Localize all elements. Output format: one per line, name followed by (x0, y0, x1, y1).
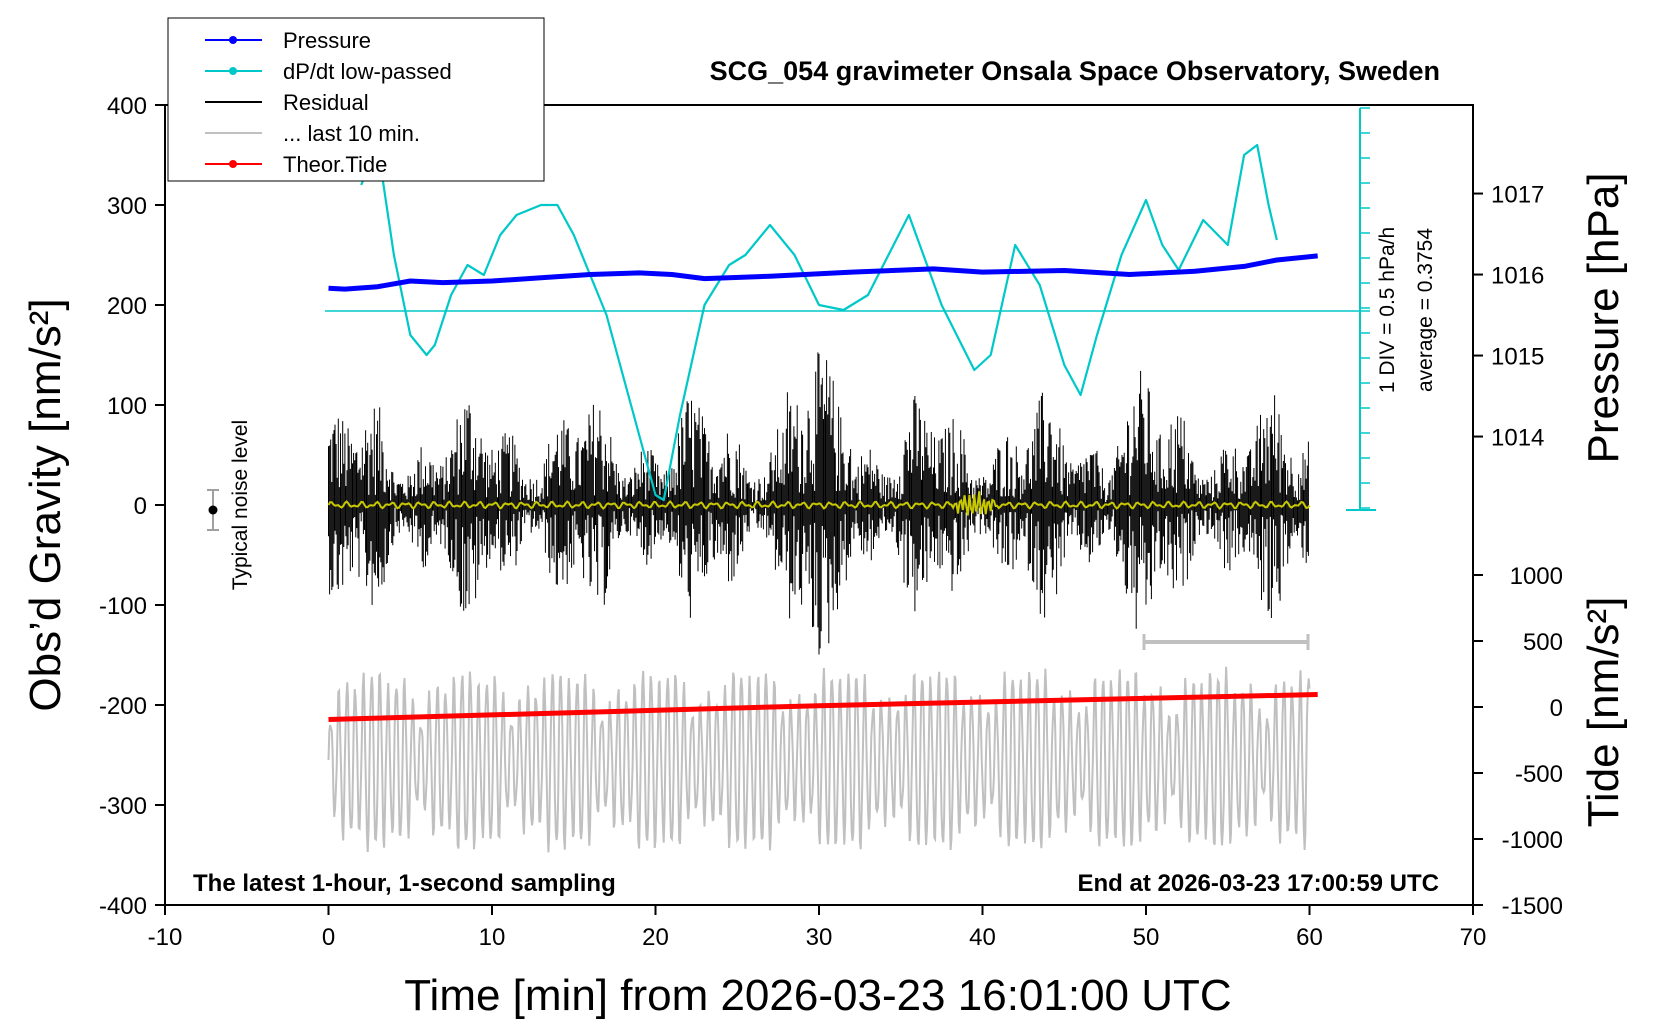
y-tide-tick-label: -1000 (1502, 827, 1563, 854)
y-tide-tick-label: -500 (1515, 761, 1563, 788)
dpdt-series (360, 143, 1278, 502)
legend-marker (229, 160, 237, 168)
y-axis-left-title: Obs’d Gravity [nm/s²] (21, 298, 70, 711)
y-left-tick-label: 0 (134, 493, 147, 520)
tide-series (328, 692, 1318, 722)
legend: Pressure dP/dt low-passed Residual ... last… (167, 17, 545, 182)
residual-lowpass-line (327, 491, 1311, 516)
x-tick-label: -10 (148, 924, 183, 951)
y-pressure-tick-label: 1017 (1491, 182, 1544, 209)
noise-level-indicator (207, 489, 219, 531)
x-tick-label: 70 (1460, 924, 1487, 951)
pressure-line (328, 253, 1318, 292)
pressure-scale-ruler (1346, 107, 1376, 511)
y-pressure-tick-label: 1015 (1491, 344, 1544, 371)
x-tick-label: 10 (479, 924, 506, 951)
legend-label: Residual (283, 90, 369, 115)
annotation-bottom-left: The latest 1-hour, 1-second sampling (193, 870, 616, 897)
pressure-series (328, 253, 1318, 292)
last-10-min-line (327, 666, 1311, 853)
x-tick-label: 30 (806, 924, 833, 951)
legend-marker (229, 36, 237, 44)
y-axis-pressure: 1017 1016 1015 1014 (1473, 182, 1544, 452)
dpdt-line (360, 143, 1278, 502)
y-tide-tick-label: 1000 (1510, 563, 1563, 590)
y-left-tick-label: -400 (99, 893, 147, 920)
y-left-tick-label: 400 (107, 93, 147, 120)
x-axis: -10 0 10 20 30 40 50 60 70 (148, 905, 1487, 951)
y-pressure-tick-label: 1016 (1491, 263, 1544, 290)
y-tide-tick-label: 0 (1550, 695, 1563, 722)
legend-label: Pressure (283, 28, 371, 53)
scale-average-label: average = 0.3754 (1414, 228, 1437, 392)
legend-label: dP/dt low-passed (283, 59, 452, 84)
y-tide-tick-label: 500 (1523, 629, 1563, 656)
x-axis-title: Time [min] from 2026-03-23 16:01:00 UTC (404, 971, 1231, 1020)
x-tick-label: 50 (1133, 924, 1160, 951)
legend-label: Theor.Tide (283, 152, 387, 177)
y-left-tick-label: -300 (99, 793, 147, 820)
x-tick-label: 0 (322, 924, 335, 951)
y-left-tick-label: -100 (99, 593, 147, 620)
annotation-bottom-right: End at 2026-03-23 17:00:59 UTC (1078, 870, 1440, 897)
x-tick-label: 40 (969, 924, 996, 951)
scale-div-label: 1 DIV = 0.5 hPa/h (1376, 227, 1399, 393)
y-axis-left: 400 300 200 100 0 -100 -200 -300 -400 (99, 93, 165, 920)
tide-line (328, 692, 1318, 722)
residual-lowpass-series (327, 491, 1311, 516)
legend-label: ... last 10 min. (283, 121, 420, 146)
y-left-tick-label: -200 (99, 693, 147, 720)
y-pressure-tick-label: 1014 (1491, 425, 1544, 452)
legend-marker (229, 67, 237, 75)
chart-title: SCG_054 gravimeter Onsala Space Observat… (710, 56, 1440, 86)
y-tide-tick-label: -1500 (1502, 893, 1563, 920)
y-left-tick-label: 200 (107, 293, 147, 320)
y-left-tick-label: 100 (107, 393, 147, 420)
x-tick-label: 20 (642, 924, 669, 951)
noise-level-label: Typical noise level (229, 420, 252, 590)
legend-box (167, 17, 545, 182)
y-axis-tide-title: Tide [nm/s²] (1579, 597, 1628, 828)
y-axis-tide: 1000 500 0 -500 -1000 -1500 (1473, 563, 1563, 920)
y-axis-pressure-title: Pressure [hPa] (1579, 172, 1628, 463)
x-tick-label: 60 (1296, 924, 1323, 951)
last-10-min-series (327, 666, 1311, 853)
last-10-min-bracket (1142, 634, 1310, 650)
y-left-tick-label: 300 (107, 193, 147, 220)
